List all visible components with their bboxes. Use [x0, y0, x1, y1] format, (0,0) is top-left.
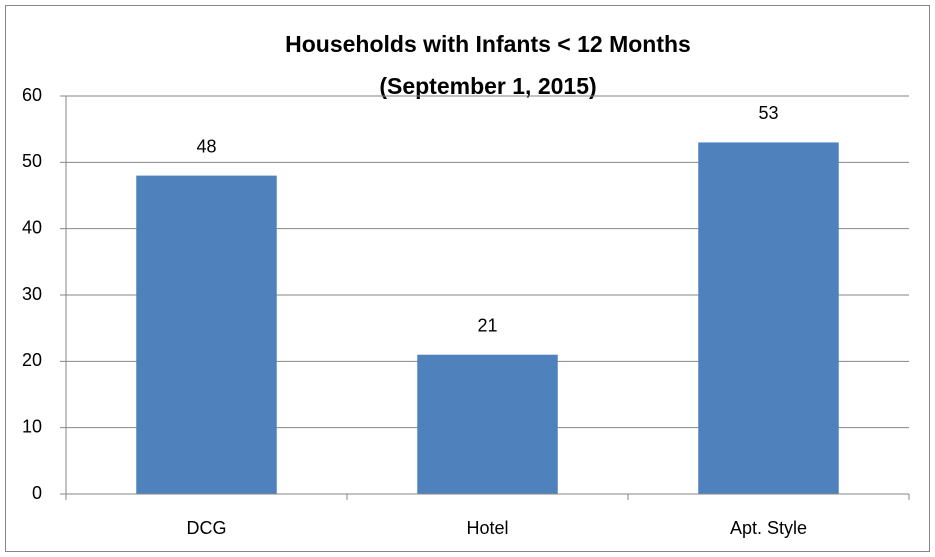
- data-label: 21: [477, 315, 497, 335]
- x-tick-label: DCG: [187, 518, 227, 538]
- y-tick-label: 10: [22, 416, 42, 436]
- data-label: 53: [758, 103, 778, 123]
- bar: [136, 175, 277, 494]
- data-label: 48: [196, 136, 216, 156]
- x-tick-label: Apt. Style: [730, 518, 807, 538]
- y-tick-label: 60: [22, 85, 42, 105]
- y-tick-label: 40: [22, 217, 42, 237]
- bar: [698, 142, 839, 494]
- y-tick-label: 0: [32, 483, 42, 503]
- y-tick-label: 20: [22, 350, 42, 370]
- x-tick-label: Hotel: [466, 518, 508, 538]
- y-tick-label: 30: [22, 284, 42, 304]
- bar: [417, 354, 558, 494]
- chart-title: Households with Infants < 12 Months: [285, 31, 691, 57]
- chart-subtitle: (September 1, 2015): [379, 73, 596, 99]
- y-tick-label: 50: [22, 151, 42, 171]
